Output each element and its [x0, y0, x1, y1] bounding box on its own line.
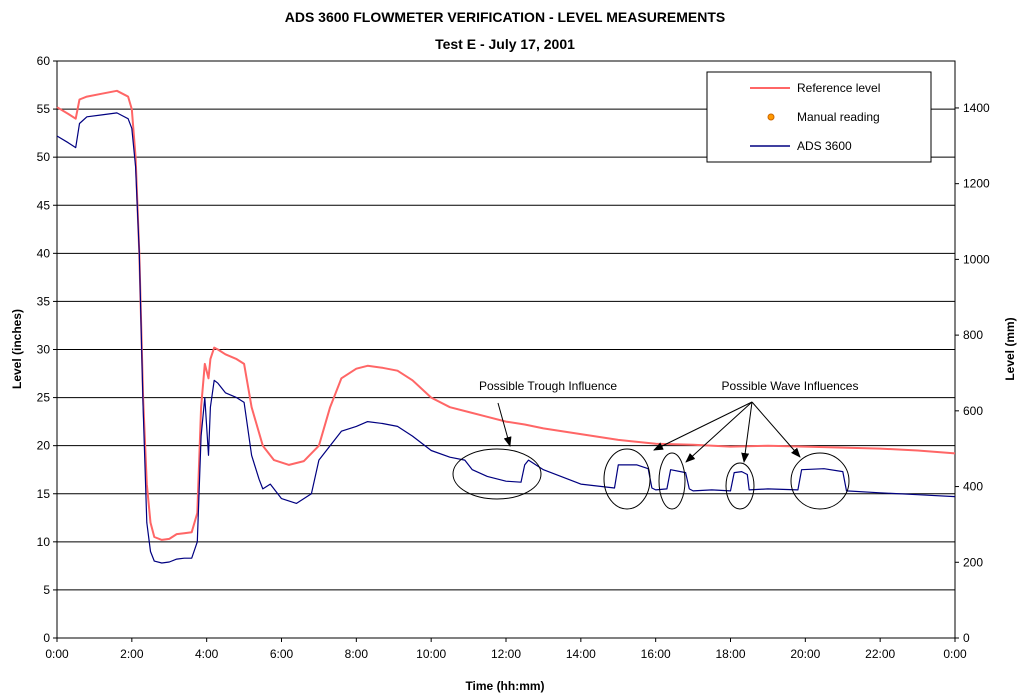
y-tick-label-5: 25 [37, 391, 51, 405]
wave-ellipse-2 [658, 452, 686, 510]
y-axis-right-ticks: 0 200 400 600 800 1000 1200 1400 [955, 101, 990, 645]
series-layer [56, 89, 956, 564]
y2-tick-label-2: 400 [963, 480, 983, 494]
annotation-trough-text: Possible Trough Influence [479, 379, 617, 393]
wave-ellipse-4 [790, 452, 850, 510]
annotation-trough-ellipse [452, 448, 542, 500]
x-tick-label-11: 22:00 [865, 647, 895, 661]
wave-ellipse-1 [603, 448, 651, 510]
wave-arrow-4 [751, 401, 801, 458]
legend-swatch-manual [767, 113, 775, 121]
x-axis-ticks: 0:00 2:00 4:00 6:00 8:00 10:00 12:00 14:00 16:00… [45, 638, 967, 661]
y2-tick-label-4: 800 [963, 328, 983, 342]
x-tick-label-5: 10:00 [416, 647, 446, 661]
y-tick-label-0: 0 [43, 631, 50, 645]
wave-arrow-1 [653, 401, 753, 451]
annotation-waves-text: Possible Wave Influences [722, 379, 859, 393]
wave-arrow-3 [741, 401, 753, 463]
x-tick-label-12: 0:00 [943, 647, 967, 661]
legend-label-manual: Manual reading [797, 110, 880, 124]
y2-tick-label-6: 1200 [963, 177, 990, 191]
series-line-ads-3600 [56, 112, 956, 564]
x-tick-label-10: 20:00 [790, 647, 820, 661]
y-tick-label-10: 50 [37, 150, 51, 164]
y2-tick-label-3: 600 [963, 404, 983, 418]
y-tick-label-9: 45 [37, 198, 51, 212]
y-tick-label-4: 20 [37, 439, 51, 453]
annotation-waves: Possible Wave Influences [603, 379, 859, 510]
y-axis-left-label: Level (inches) [10, 309, 24, 389]
y2-tick-label-7: 1400 [963, 101, 990, 115]
y-tick-label-6: 30 [37, 343, 51, 357]
legend-label-reference: Reference level [797, 81, 880, 95]
x-tick-label-4: 8:00 [345, 647, 369, 661]
y-tick-label-11: 55 [37, 102, 51, 116]
chart-subtitle: Test E - July 17, 2001 [435, 36, 575, 52]
x-tick-label-9: 18:00 [715, 647, 745, 661]
y2-tick-label-0: 0 [963, 631, 970, 645]
legend-label-ads: ADS 3600 [797, 139, 852, 153]
x-axis-label: Time (hh:mm) [465, 679, 544, 693]
y-tick-label-8: 40 [37, 246, 51, 260]
x-tick-label-1: 2:00 [120, 647, 144, 661]
x-tick-label-2: 4:00 [195, 647, 219, 661]
wave-ellipse-3 [725, 462, 755, 510]
y-tick-label-7: 35 [37, 294, 51, 308]
wave-arrow-2 [685, 401, 753, 463]
x-tick-label-3: 6:00 [270, 647, 294, 661]
x-tick-label-0: 0:00 [45, 647, 69, 661]
y2-tick-label-1: 200 [963, 555, 983, 569]
y-axis-left-ticks: 0 5 10 15 20 25 30 35 40 45 50 55 60 [37, 54, 57, 645]
x-tick-label-6: 12:00 [491, 647, 521, 661]
chart-title: ADS 3600 FLOWMETER VERIFICATION - LEVEL … [285, 9, 726, 25]
x-tick-label-8: 16:00 [641, 647, 671, 661]
annotation-trough: Possible Trough Influence [452, 379, 617, 500]
y-tick-label-3: 15 [37, 487, 51, 501]
legend-box [706, 71, 932, 163]
y-tick-label-2: 10 [37, 535, 51, 549]
x-tick-label-7: 14:00 [566, 647, 596, 661]
y-tick-label-1: 5 [43, 583, 50, 597]
y-axis-right-label: Level (mm) [1003, 317, 1017, 380]
y2-tick-label-5: 1000 [963, 252, 990, 266]
annotation-trough-arrow [497, 402, 512, 447]
legend: Reference level Manual reading ADS 3600 [706, 71, 932, 163]
gridlines [57, 108, 955, 591]
y-tick-label-12: 60 [37, 54, 51, 68]
